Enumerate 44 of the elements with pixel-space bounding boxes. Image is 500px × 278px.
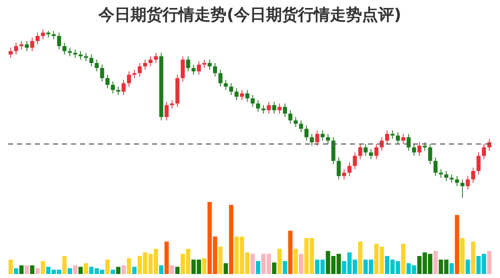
bar xyxy=(116,266,120,274)
bar xyxy=(460,238,465,274)
bar xyxy=(433,250,438,274)
bar xyxy=(358,242,362,274)
bar xyxy=(454,214,460,274)
bar xyxy=(450,263,454,274)
bar xyxy=(110,270,116,274)
bar xyxy=(401,244,406,274)
bar xyxy=(229,204,234,274)
bar xyxy=(164,242,169,274)
bar xyxy=(159,265,164,274)
bar xyxy=(132,266,137,274)
bar xyxy=(8,260,13,274)
bar xyxy=(170,265,174,274)
bar xyxy=(466,260,470,274)
bar xyxy=(224,263,228,274)
bar xyxy=(35,268,40,274)
bar xyxy=(24,265,29,274)
bar xyxy=(294,248,298,274)
chart-title: 今日期货行情走势(今日期货行情走势点评) xyxy=(98,4,402,24)
bar xyxy=(298,254,304,274)
bar xyxy=(14,268,18,274)
bar xyxy=(218,246,223,274)
bar xyxy=(471,242,476,274)
bar xyxy=(68,268,72,274)
bar xyxy=(175,266,180,274)
bar xyxy=(256,261,260,274)
bar xyxy=(250,254,255,274)
bar xyxy=(19,265,24,274)
bar xyxy=(202,258,206,274)
bar xyxy=(272,262,276,274)
bar xyxy=(126,258,132,274)
bar xyxy=(78,266,83,274)
bar xyxy=(84,263,88,274)
bar xyxy=(288,230,292,274)
bar xyxy=(30,265,34,274)
bar xyxy=(277,248,282,274)
bar xyxy=(73,265,78,274)
bar xyxy=(105,260,110,274)
bar xyxy=(62,256,67,274)
bar xyxy=(282,261,288,274)
bar xyxy=(487,250,492,274)
bar xyxy=(121,265,126,274)
bar xyxy=(40,261,46,274)
